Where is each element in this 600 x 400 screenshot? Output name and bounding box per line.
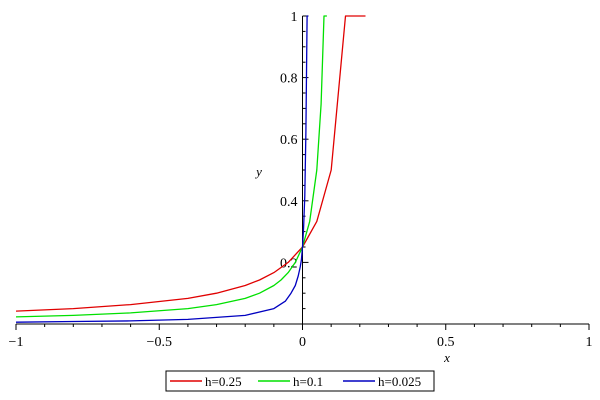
y-tick-label: 0.6 bbox=[280, 133, 298, 148]
y-tick-label: 1 bbox=[291, 10, 298, 25]
y-ticks: 0.2 0.4 0.6 0.8 1 bbox=[280, 10, 309, 310]
x-tick-label: −0.5 bbox=[147, 335, 172, 350]
y-axis-title: y bbox=[254, 164, 262, 179]
y-tick-label: 0.8 bbox=[280, 72, 298, 87]
y-tick-label: 0.2 bbox=[280, 256, 298, 271]
series-line-2 bbox=[16, 15, 309, 323]
x-tick-label: −1 bbox=[9, 335, 24, 350]
legend-label-0: h=0.25 bbox=[205, 374, 242, 389]
x-ticks: −1 −0.5 0 0.5 1 bbox=[9, 324, 593, 350]
x-tick-label: 0.5 bbox=[437, 335, 455, 350]
legend-label-2: h=0.025 bbox=[378, 374, 421, 389]
series-layer bbox=[16, 15, 366, 323]
x-tick-label: 1 bbox=[586, 335, 593, 350]
x-axis-title: x bbox=[443, 350, 450, 365]
legend: h=0.25 h=0.1 h=0.025 bbox=[165, 370, 435, 392]
series-line-1 bbox=[16, 15, 327, 318]
legend-box bbox=[165, 370, 435, 392]
y-tick-label: 0.4 bbox=[280, 195, 298, 210]
x-tick-label: 0 bbox=[299, 335, 306, 350]
series-line-0 bbox=[16, 15, 366, 312]
legend-label-1: h=0.1 bbox=[293, 374, 323, 389]
